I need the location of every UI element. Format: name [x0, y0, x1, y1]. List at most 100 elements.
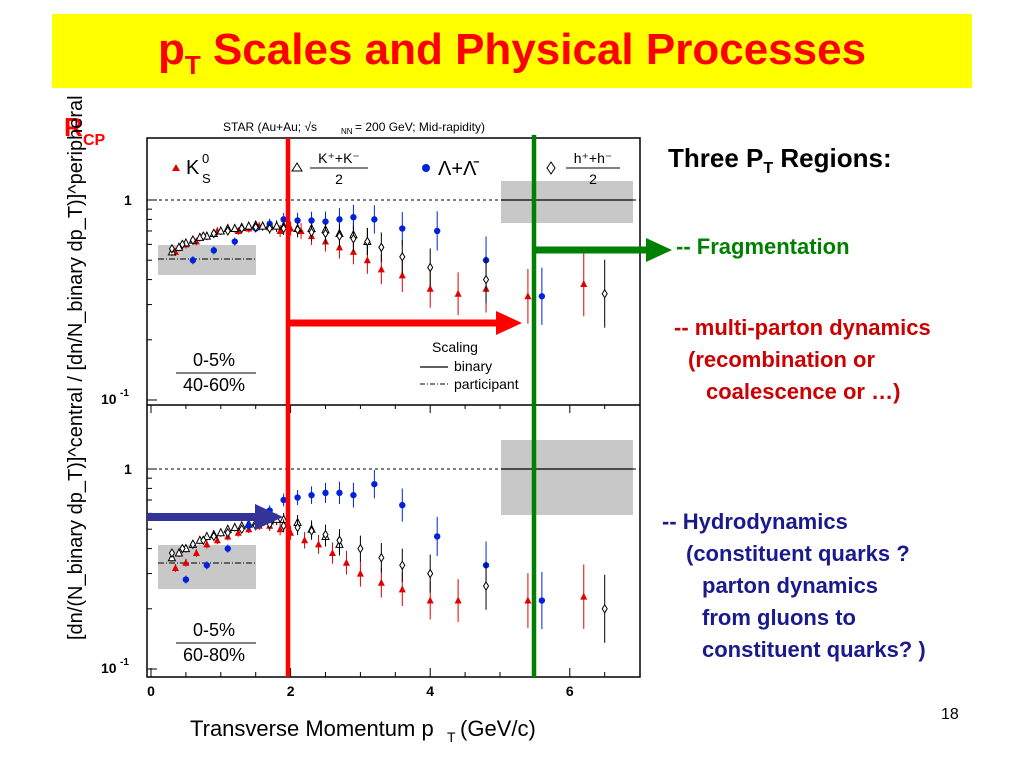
x-axis-label-sub: T — [447, 729, 456, 745]
k0s-point — [426, 596, 434, 604]
k0s-point — [356, 569, 364, 577]
hpm-point — [427, 262, 434, 273]
hpm-point — [280, 223, 287, 234]
hpm-point — [168, 548, 176, 558]
hydro-line: parton dynamics — [702, 573, 879, 598]
legend-kpm-marker — [291, 162, 303, 172]
legend-hpm-marker — [546, 161, 556, 175]
x-axis-label-rest: (GeV/c) — [460, 716, 536, 741]
lambda-point — [538, 293, 546, 300]
title-main: p — [157, 25, 185, 74]
k0s-point — [454, 596, 462, 604]
hpm-point — [252, 222, 259, 233]
rcp-label: R — [64, 112, 83, 142]
scaling-title: Scaling — [432, 339, 478, 355]
figure-header: STAR (Au+Au; √s — [223, 120, 317, 134]
kpm-point — [230, 522, 240, 531]
lambda-point — [210, 247, 218, 254]
hydro-line: constituent quarks? ) — [702, 637, 926, 662]
regions-title-main: Three P — [668, 143, 764, 173]
slide-title: pT Scales and Physical Processes — [52, 24, 972, 91]
lambda-point — [336, 489, 343, 497]
hpm-point — [601, 603, 608, 614]
hpm-point — [168, 243, 176, 254]
lambda-point — [280, 496, 287, 504]
lambda-point — [182, 576, 190, 583]
binary-band — [501, 440, 633, 515]
kpm-point — [174, 242, 184, 251]
lambda-point — [280, 216, 287, 223]
legend-k0s-marker — [172, 164, 180, 171]
regions-title-rest: Regions: — [773, 143, 892, 173]
x-tick-label: 0 — [147, 683, 155, 699]
lambda-point — [231, 238, 238, 245]
k0s-point — [171, 563, 179, 571]
multi-parton-line: coalescence or …) — [706, 379, 901, 404]
multi-parton-line: (recombination or — [688, 347, 876, 372]
k0s-point — [342, 558, 350, 566]
hpm-point — [179, 239, 186, 250]
x-tick-label: 2 — [287, 683, 295, 699]
legend-kpm-num: K⁺+K⁻ — [318, 150, 360, 166]
hpm-point — [601, 288, 608, 299]
kpm-point — [174, 547, 184, 557]
kpm-point — [202, 531, 212, 540]
hpm-point — [378, 552, 385, 563]
lambda-point — [203, 562, 211, 569]
hpm-point — [427, 568, 434, 579]
k0s-point — [315, 540, 323, 548]
blue-arrow-head — [255, 504, 283, 530]
y-tick-label: 10 — [101, 660, 117, 676]
hpm-point — [378, 242, 385, 253]
kpm-point — [244, 221, 254, 230]
k0s-point — [328, 549, 336, 557]
x-tick-label: 4 — [426, 683, 434, 699]
lambda-point — [538, 597, 546, 604]
title-sub: T — [184, 49, 201, 80]
hpm-point — [308, 227, 315, 238]
hpm-point — [200, 535, 207, 546]
hpm-point — [322, 529, 329, 540]
hpm-point — [294, 224, 301, 235]
regions-title: Three PT Regions: — [668, 143, 892, 178]
lambda-point — [322, 489, 329, 497]
lambda-point — [308, 217, 315, 224]
k0s-point — [276, 525, 284, 533]
y-tick-label: 1 — [124, 192, 132, 208]
hpm-point — [224, 527, 231, 538]
scaling-binary: binary — [454, 358, 492, 374]
centrality-bottom-num: 0-5% — [193, 620, 235, 640]
hpm-point — [280, 520, 287, 531]
hpm-point — [189, 539, 196, 550]
lambda-point — [350, 491, 357, 499]
legend-k0s: K — [186, 157, 200, 179]
hpm-point — [322, 228, 329, 239]
k0s-point — [276, 226, 284, 234]
participant-band — [158, 245, 256, 275]
lambda-point — [399, 501, 406, 509]
title-banner: pT Scales and Physical Processes — [52, 14, 972, 88]
k0s-point — [363, 256, 371, 264]
k0s-point — [203, 540, 211, 548]
figure-header-sub: NN — [341, 127, 353, 136]
centrality-top-num: 0-5% — [193, 350, 235, 370]
legend-k0s-sub: S — [202, 171, 211, 186]
hpm-point — [399, 251, 406, 262]
x-tick-label: 6 — [566, 683, 574, 699]
hpm-point — [399, 560, 406, 571]
k0s-point — [192, 549, 200, 557]
scaling-participant: participant — [454, 376, 519, 392]
hydro-line: (constituent quarks ? — [686, 541, 910, 566]
centrality-bottom-den: 60-80% — [183, 645, 245, 665]
lambda-point — [322, 218, 329, 225]
lambda-point — [189, 257, 197, 264]
k0s-point — [580, 592, 588, 600]
k0s-point — [301, 536, 309, 544]
hpm-point — [308, 526, 315, 536]
hpm-point — [482, 581, 490, 591]
binary-band — [501, 181, 633, 223]
fragmentation-label: -- Fragmentation — [676, 234, 850, 259]
legend-lambda-marker — [422, 164, 430, 172]
lambda-point — [350, 214, 357, 221]
